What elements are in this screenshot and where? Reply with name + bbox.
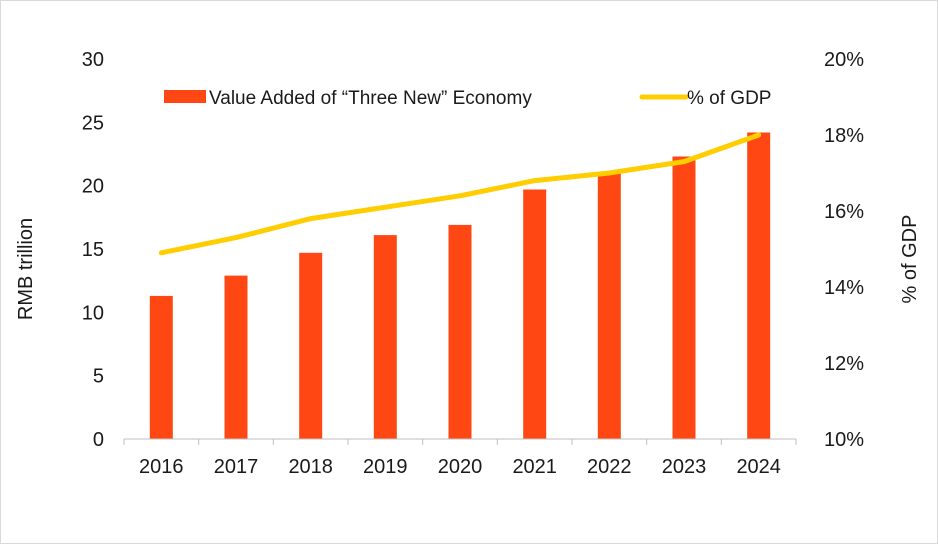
x-tick-label-2020: 2020 [438,456,483,478]
y-tick-label: 20 [82,176,104,198]
legend: Value Added of “Three New” Economy % of … [164,88,771,109]
legend-bar-swatch [164,90,206,103]
bar-2022 [598,173,621,439]
bar-2017 [225,276,248,439]
bar-2024 [747,133,770,440]
bar-2018 [299,253,322,439]
y-tick-label: 15 [82,239,104,261]
x-tick-label-2018: 2018 [288,456,333,478]
y2-axis-title: % of GDP [899,215,921,304]
bar-2016 [150,296,173,439]
y-ticks-left: 0 5 10 15 20 25 30 [82,49,104,451]
y-tick-label: 30 [82,49,104,71]
x-ticks: 2016 2017 2018 2019 2020 2021 2022 2023 2024 [124,439,796,478]
y2-tick-label: 14% [824,277,864,299]
x-tick-label-2023: 2023 [662,456,707,478]
y2-tick-label: 20% [824,49,864,71]
y2-tick-label: 18% [824,125,864,147]
y-axis-title: RMB trillion [15,218,37,320]
x-tick-label-2024: 2024 [736,456,781,478]
y-ticks-right: 10% 12% 14% 16% 18% 20% [824,49,864,451]
y-tick-label: 25 [82,112,104,134]
bar-2020 [449,225,472,439]
y-tick-label: 5 [93,366,104,388]
bar-2019 [374,235,397,439]
bars-layer [150,133,770,440]
x-tick-label-2021: 2021 [512,456,557,478]
bar-2021 [523,190,546,440]
legend-line-label: % of GDP [687,88,771,109]
y-tick-label: 0 [93,429,104,451]
y2-tick-label: 10% [824,429,864,451]
y-tick-label: 10 [82,302,104,324]
x-tick-label-2019: 2019 [363,456,408,478]
x-tick-label-2017: 2017 [214,456,259,478]
x-tick-label-2022: 2022 [587,456,632,478]
legend-bar-label: Value Added of “Three New” Economy [209,88,532,109]
x-tick-label-2016: 2016 [139,456,184,478]
bar-2023 [673,157,696,440]
y2-tick-label: 12% [824,353,864,375]
y2-tick-label: 16% [824,201,864,223]
